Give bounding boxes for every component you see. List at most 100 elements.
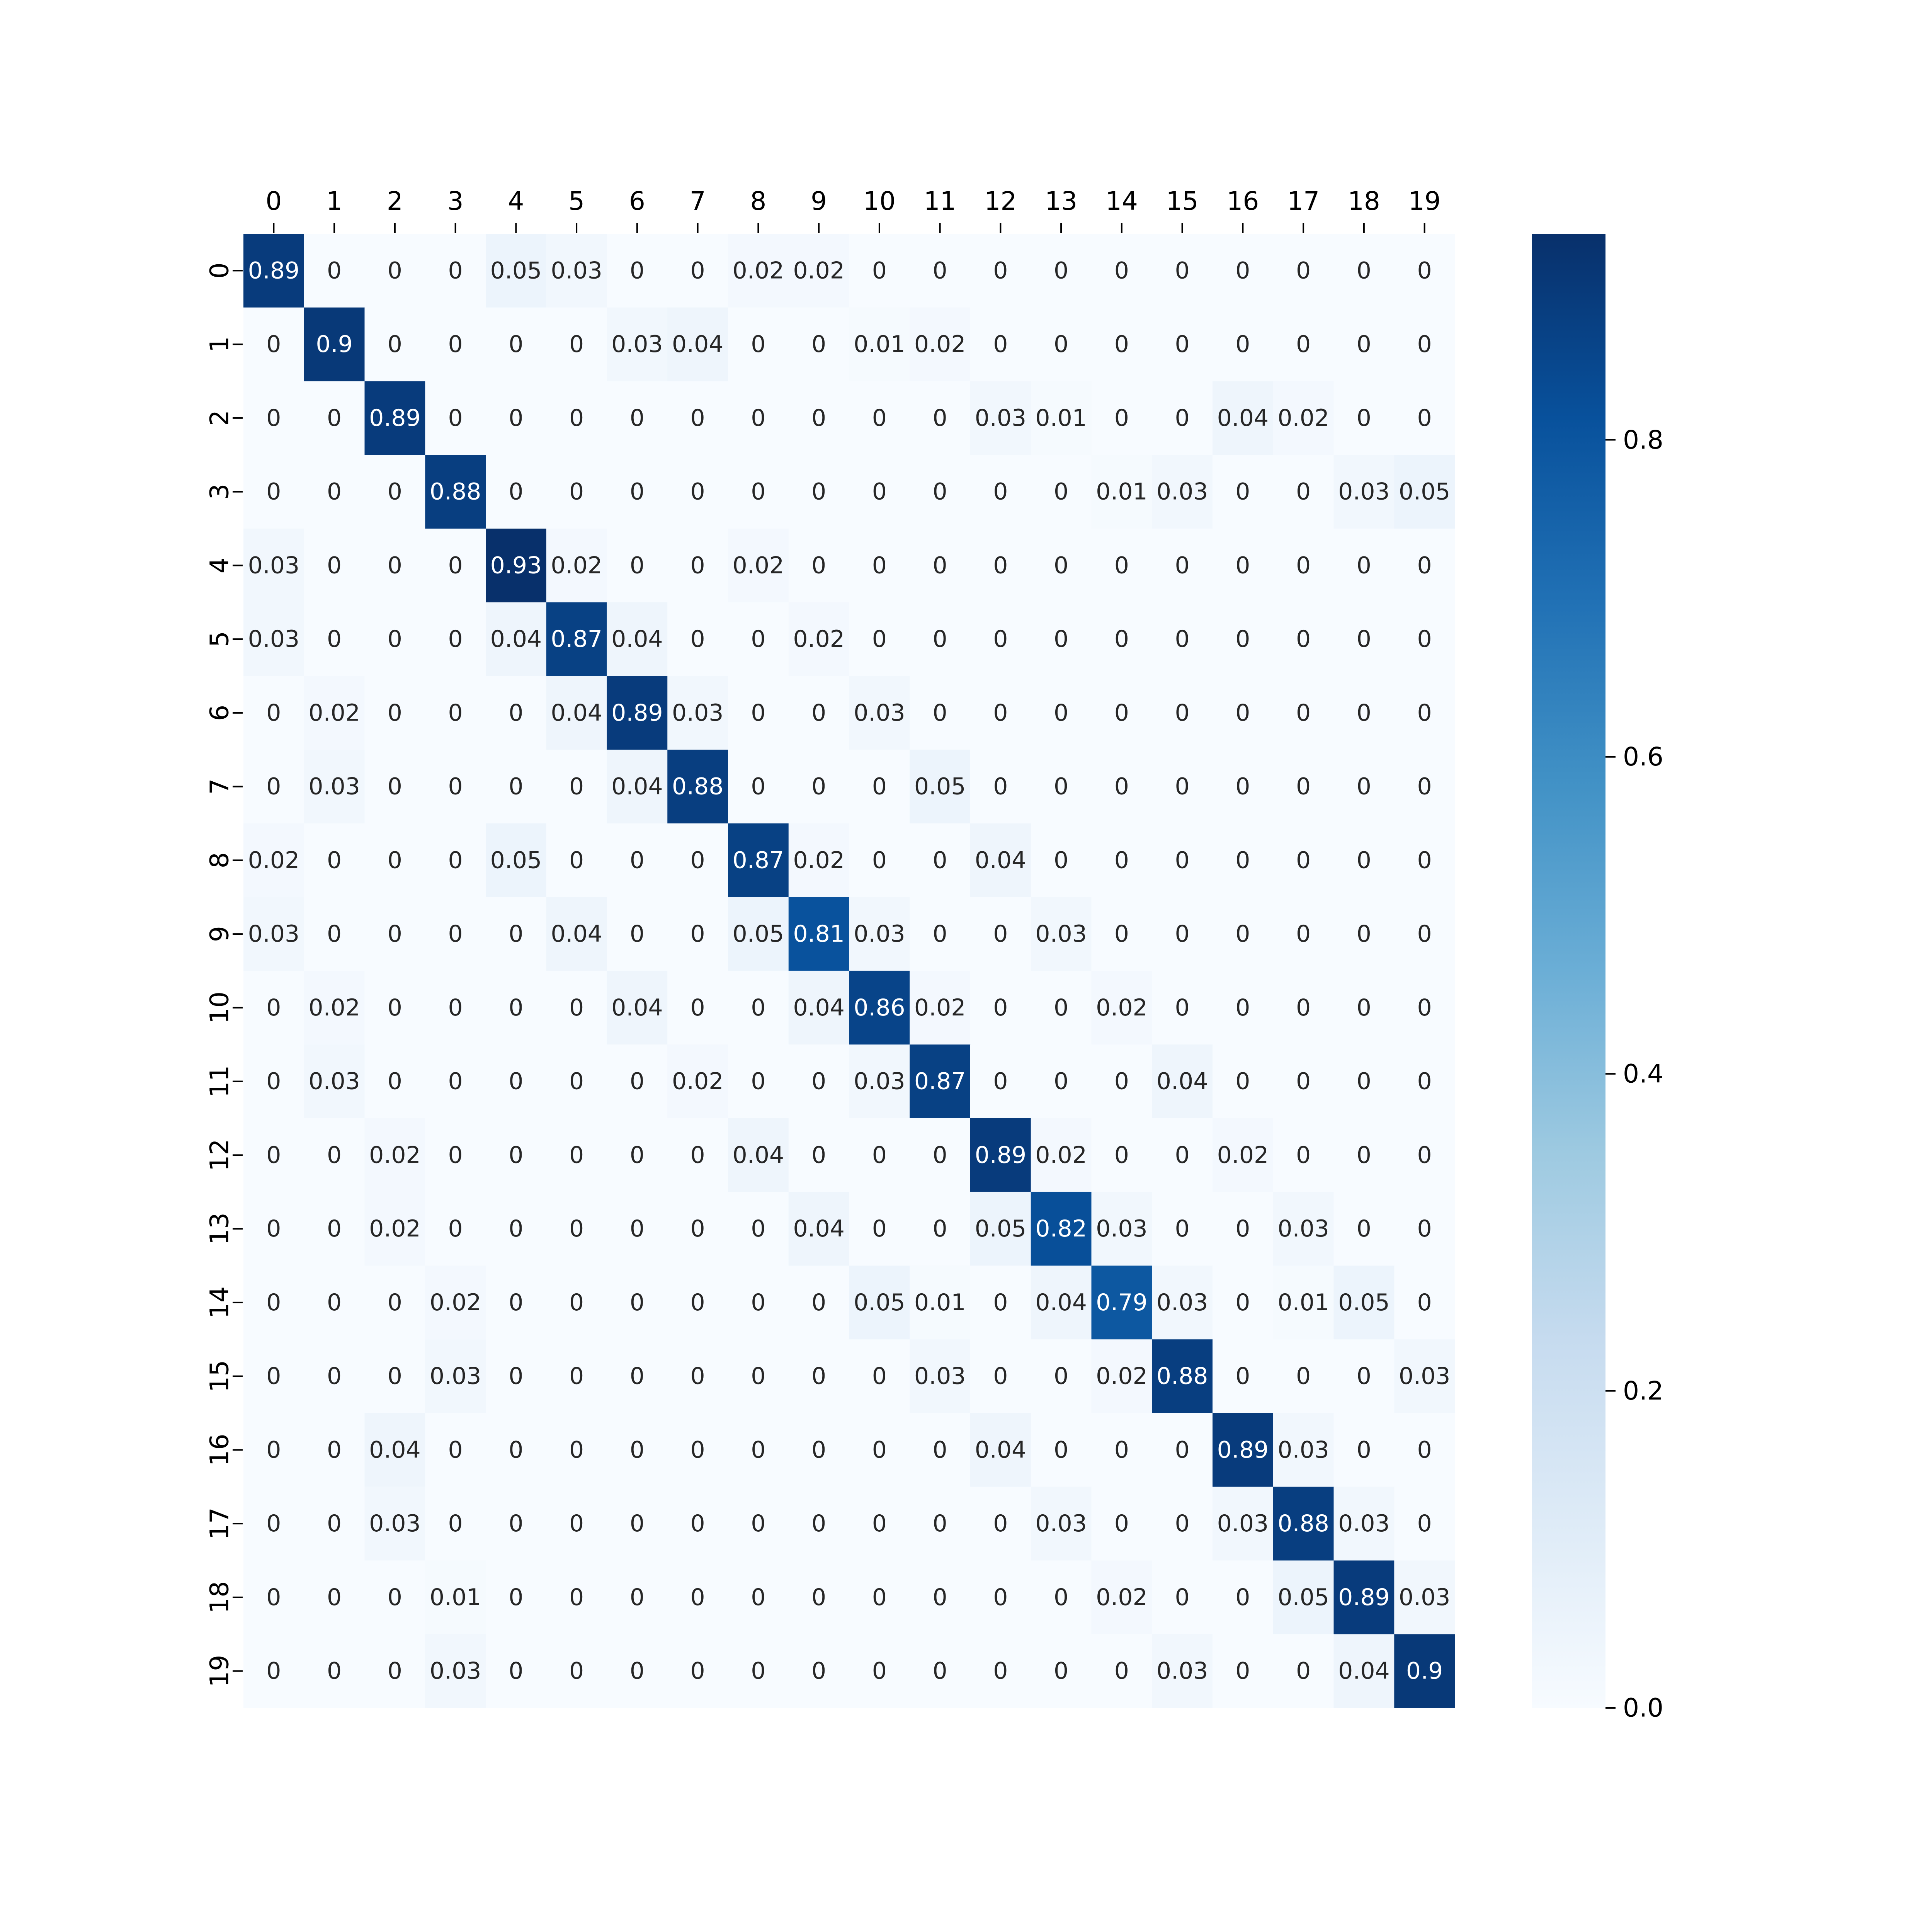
cell-value-label: 0	[690, 847, 705, 874]
cell-value-label: 0	[751, 626, 765, 653]
cell-value-label: 0	[569, 1363, 584, 1390]
cell-value-label: 0	[630, 1658, 645, 1685]
heatmap-cell	[849, 529, 910, 603]
heatmap-cell	[1333, 307, 1395, 382]
cell-value-label: 0	[1114, 405, 1129, 432]
heatmap-cell	[1333, 455, 1395, 529]
heatmap-cell	[1273, 234, 1334, 308]
heatmap-cell	[364, 307, 425, 382]
heatmap-cell	[1091, 676, 1152, 750]
cell-value-label: 0	[569, 773, 584, 800]
heatmap-cell	[1213, 455, 1274, 529]
heatmap-cell	[728, 381, 789, 455]
cell-value-label: 0.03	[1399, 1363, 1451, 1390]
cell-value-label: 0	[1235, 331, 1250, 358]
heatmap-cell	[1031, 381, 1092, 455]
cell-value-label: 0.03	[1277, 1215, 1329, 1242]
cell-value-label: 0	[630, 478, 645, 505]
heatmap-cell	[1152, 1413, 1213, 1487]
y-tick-label: 17	[205, 1507, 235, 1540]
heatmap-cell	[1273, 307, 1334, 382]
heatmap-cell	[607, 1118, 668, 1192]
heatmap-cell	[1394, 234, 1455, 308]
heatmap-cell	[425, 676, 486, 750]
cell-value-label: 0	[1357, 847, 1371, 874]
heatmap-cell	[486, 1413, 547, 1487]
cell-value-label: 0	[630, 1289, 645, 1316]
cell-value-label: 0.03	[1156, 1658, 1208, 1685]
heatmap-cell	[970, 234, 1031, 308]
cell-value-label: 0	[509, 1141, 523, 1168]
heatmap-cell	[1213, 971, 1274, 1045]
heatmap-cell	[849, 1634, 910, 1708]
heatmap-cell	[364, 971, 425, 1045]
heatmap-cell	[546, 1044, 607, 1119]
heatmap-cell	[1213, 676, 1274, 750]
cell-value-label: 0	[388, 773, 402, 800]
heatmap-cell	[607, 1339, 668, 1413]
heatmap-cell	[304, 1339, 365, 1413]
cell-value-label: 0	[872, 1363, 887, 1390]
heatmap-cell	[849, 1413, 910, 1487]
cell-value-label: 0	[266, 405, 281, 432]
heatmap-cell	[849, 602, 910, 677]
cell-value-label: 0	[1175, 405, 1190, 432]
heatmap-cell	[486, 381, 547, 455]
cell-value-label: 0	[1235, 1289, 1250, 1316]
heatmap-cell	[546, 1486, 607, 1561]
heatmap-cell	[425, 971, 486, 1045]
heatmap-cell	[1031, 823, 1092, 898]
heatmap-cell	[1031, 897, 1092, 971]
cell-value-label: 0	[327, 1584, 342, 1611]
cell-value-label: 0.02	[793, 626, 845, 653]
cell-value-label: 0	[327, 1289, 342, 1316]
cell-value-label: 0.02	[914, 331, 966, 358]
cell-value-label: 0	[1235, 773, 1250, 800]
x-tick-label: 19	[1408, 186, 1441, 216]
cell-value-label: 0	[1296, 552, 1311, 579]
heatmap-cell	[486, 1560, 547, 1634]
cell-value-label: 0	[872, 552, 887, 579]
heatmap-cell	[1213, 1265, 1274, 1340]
cell-value-label: 0.03	[854, 1068, 905, 1095]
cell-value-label: 0.88	[1156, 1363, 1208, 1390]
heatmap-cell	[1394, 1118, 1455, 1192]
cell-value-label: 0	[1296, 1068, 1311, 1095]
heatmap-cell	[667, 1413, 728, 1487]
cell-value-label: 0	[1296, 257, 1311, 284]
heatmap-cell	[607, 1634, 668, 1708]
heatmap-cell	[667, 676, 728, 750]
cell-value-label: 0	[1357, 920, 1371, 947]
cell-value-label: 0	[569, 1658, 584, 1685]
cell-value-label: 0	[509, 1068, 523, 1095]
cell-value-label: 0	[266, 699, 281, 726]
heatmap-cell	[849, 1560, 910, 1634]
heatmap-cell	[1152, 307, 1213, 382]
heatmap-cell	[1091, 1339, 1152, 1413]
heatmap-cell	[728, 234, 789, 308]
heatmap-cell	[243, 234, 304, 308]
heatmap-cell	[304, 455, 365, 529]
heatmap-cell	[1152, 676, 1213, 750]
cell-value-label: 0	[872, 1436, 887, 1463]
heatmap-cell	[849, 676, 910, 750]
heatmap-cell	[1152, 823, 1213, 898]
heatmap-cell	[486, 1118, 547, 1192]
cell-value-label: 0	[1296, 1363, 1311, 1390]
heatmap-cell	[546, 1265, 607, 1340]
cell-value-label: 0.03	[1399, 1584, 1451, 1611]
heatmap-cell	[607, 381, 668, 455]
cell-value-label: 0	[1417, 699, 1432, 726]
heatmap-cell	[1091, 602, 1152, 677]
heatmap-cell	[1333, 1044, 1395, 1119]
heatmap-cell	[243, 1339, 304, 1413]
heatmap-cell	[1031, 1192, 1092, 1266]
cell-value-label: 0	[1114, 1658, 1129, 1685]
cell-value-label: 0	[569, 847, 584, 874]
heatmap-cell	[788, 1413, 850, 1487]
cell-value-label: 0	[1054, 478, 1068, 505]
cell-value-label: 0	[1175, 1215, 1190, 1242]
cell-value-label: 0	[1114, 1436, 1129, 1463]
heatmap-cell	[728, 676, 789, 750]
cell-value-label: 0	[872, 1510, 887, 1537]
